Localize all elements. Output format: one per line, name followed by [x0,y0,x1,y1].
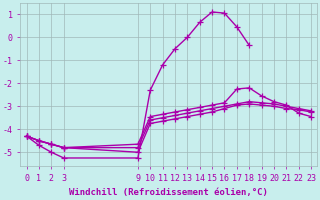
X-axis label: Windchill (Refroidissement éolien,°C): Windchill (Refroidissement éolien,°C) [69,188,268,197]
